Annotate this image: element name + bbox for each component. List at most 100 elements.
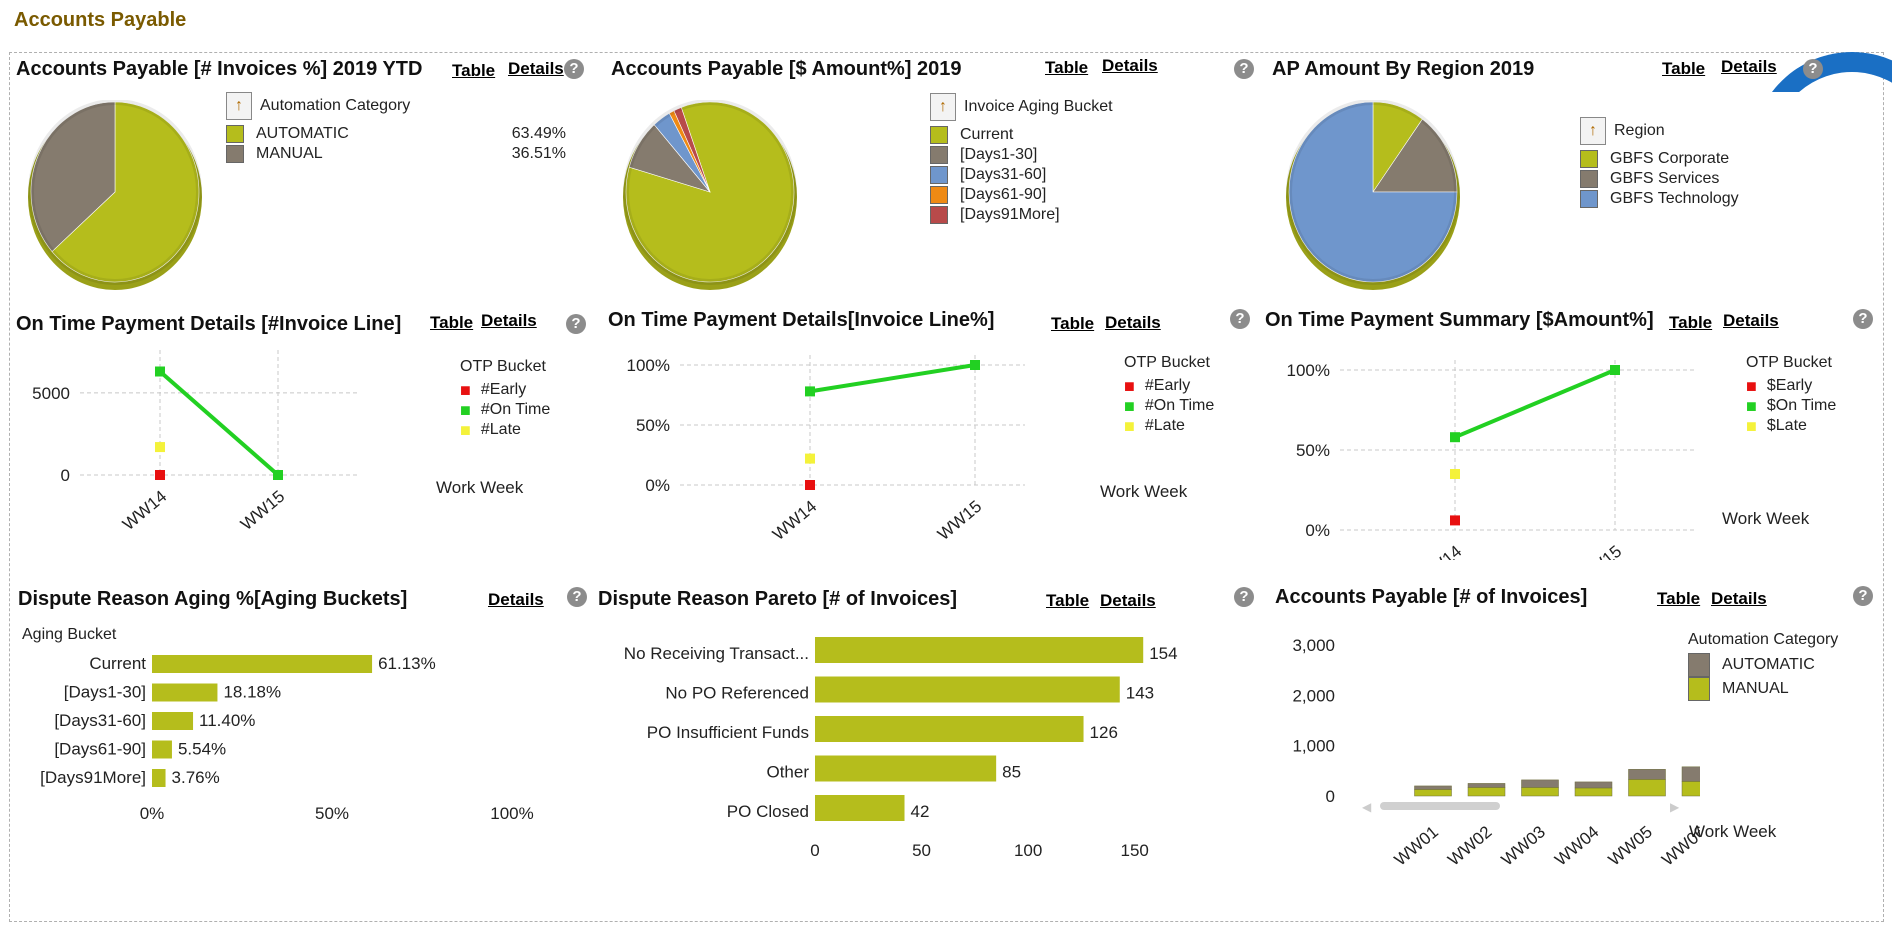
value-label: 18.18% [223,683,281,702]
legend-item[interactable]: GBFS Corporate [1580,149,1739,169]
details-link[interactable]: Details [1711,589,1767,608]
details-link[interactable]: Details [488,590,544,609]
stacked-bar-segment [1467,787,1506,797]
legend-item[interactable]: ■ #Late [1124,415,1185,436]
details-link[interactable]: Details [1100,591,1156,610]
legend-item[interactable]: AUTOMATIC 63.49% [226,124,566,144]
table-link[interactable]: Table [1045,58,1089,77]
pie-slice [51,101,200,283]
value-label: 61.13% [378,654,436,673]
category-label: PO Insufficient Funds [647,723,809,742]
legend-title: OTP Bucket [1124,354,1210,371]
legend-item[interactable]: MANUAL 36.51% [226,144,566,164]
details-link[interactable]: Details [1721,57,1777,76]
category-label: [Days91More] [40,768,146,787]
help-icon[interactable]: ? [1234,59,1254,79]
legend-item[interactable]: [Days31-60] [930,165,1113,185]
details-link[interactable]: Details [1723,311,1779,330]
legend-item[interactable]: ■ #Early [1124,375,1191,396]
help-icon[interactable]: ? [567,587,587,607]
legend-item[interactable]: [Days1-30] [930,145,1113,165]
legend-item[interactable]: ■ #Early [460,379,527,400]
value-label: 85 [1002,763,1021,782]
scrollbar-thumb[interactable] [1380,802,1500,810]
table-link[interactable]: Table [1657,589,1701,608]
legend-item[interactable]: [Days91More] [930,205,1113,225]
x-tick-label: WW14 [119,487,170,534]
legend-item[interactable]: GBFS Services [1580,169,1739,189]
panel-title: On Time Payment Details [#Invoice Line] [16,313,402,335]
sort-arrow-icon[interactable]: ↑ [1580,117,1606,145]
category-label: Current [89,654,146,673]
category-label: PO Closed [727,802,809,821]
x-tick-label: 0 [810,841,819,860]
y-tick-label: 0 [1326,787,1335,806]
legend-item[interactable]: Current [930,125,1113,145]
panel-title: AP Amount By Region 2019 [1272,58,1535,80]
legend-item[interactable]: ■ $On Time [1746,395,1837,416]
bar [152,655,373,673]
horizontal-scrollbar[interactable]: ◀ ▶ [1362,800,1682,814]
legend-title: OTP Bucket [460,358,546,375]
help-icon[interactable]: ? [1234,587,1254,607]
sort-arrow-icon[interactable]: ↑ [226,92,252,120]
table-link[interactable]: Table [1051,314,1095,333]
table-link[interactable]: Table [1662,59,1706,78]
panel-title: On Time Payment Details[Invoice Line%] [608,309,995,331]
legend-item[interactable]: [Days61-90] [930,185,1113,205]
scroll-right-arrow[interactable]: ▶ [1670,800,1680,814]
legend-item[interactable]: MANUAL [1688,677,1838,701]
legend-item[interactable]: AUTOMATIC [1688,653,1838,677]
table-link[interactable]: Table [452,61,496,80]
x-tick-label: WW15 [1574,542,1625,560]
legend-item[interactable]: ■ #On Time [460,399,551,420]
details-link[interactable]: Details [508,59,564,78]
y-tick-label: 2,000 [1292,686,1335,705]
series-line [1454,368,1616,440]
series-line [809,363,976,394]
stacked-bar-segment [1467,783,1506,788]
x-tick-label: WW02 [1444,822,1495,869]
table-link[interactable]: Table [1046,591,1090,610]
details-link[interactable]: Details [481,311,537,330]
x-tick-label: 100% [490,804,533,823]
pie-slice [30,101,116,252]
legend-title: Region [1614,122,1665,140]
help-icon[interactable]: ? [1853,586,1873,606]
y-tick-label: 5000 [32,384,70,403]
legend-title: Automation Category [260,97,411,115]
bar [152,769,166,787]
x-tick-label: WW15 [237,487,288,534]
line-chart: 0% 50% 100% WW14 WW15 [1287,360,1695,560]
value-label: 154 [1149,644,1177,663]
legend-title: Automation Category [1688,631,1839,648]
legend-item[interactable]: ■ #Late [460,419,521,440]
table-link[interactable]: Table [430,313,474,332]
x-tick-label: WW03 [1498,822,1549,869]
help-icon[interactable]: ? [1230,309,1250,329]
bar [815,716,1084,742]
data-point [1450,469,1460,479]
help-icon[interactable]: ? [1853,309,1873,329]
legend-item[interactable]: ■ $Late [1746,415,1807,436]
panel-title: On Time Payment Summary [$Amount%] [1265,309,1654,331]
details-link[interactable]: Details [1105,313,1161,332]
stacked-bar-segment [1414,789,1452,797]
pie-chart [28,100,202,290]
sort-arrow-icon[interactable]: ↑ [930,93,956,121]
table-link[interactable]: Table [1669,313,1713,332]
help-icon[interactable]: ? [566,314,586,334]
scroll-left-arrow[interactable]: ◀ [1362,800,1372,814]
details-link[interactable]: Details [1102,56,1158,75]
pie-rim [28,100,202,285]
help-icon[interactable]: ? [564,59,584,79]
legend-item[interactable]: ■ #On Time [1124,395,1215,416]
bar-chart: Current 61.13% [Days1-30] 18.18% [Days31-60]… [40,654,534,823]
legend-title: Invoice Aging Bucket [964,98,1113,116]
chart-legend: ↑ Automation Category AUTOMATIC 63.49% MAN… [226,92,566,164]
legend-item[interactable]: GBFS Technology [1580,189,1739,209]
legend-item[interactable]: ■ $Early [1746,375,1813,396]
help-icon[interactable]: ? [1803,59,1823,79]
x-tick-label: WW04 [1551,822,1602,869]
